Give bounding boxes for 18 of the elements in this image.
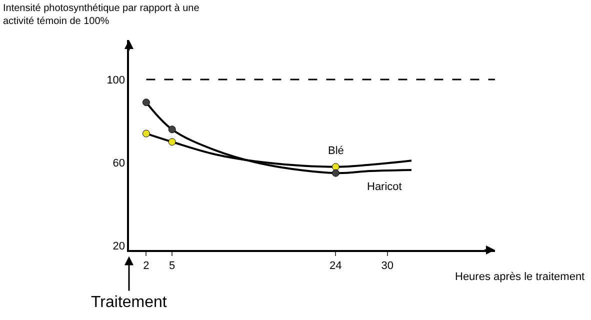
point <box>142 98 150 106</box>
x-tick-label: 30 <box>381 260 394 272</box>
x-tick-label: 24 <box>330 260 342 272</box>
y-tick-label: 60 <box>112 158 126 170</box>
point <box>168 138 176 146</box>
series-label: Haricot <box>367 181 402 193</box>
point <box>168 126 176 134</box>
point <box>332 169 340 177</box>
text: Traitement <box>91 294 168 311</box>
series-label: Blé <box>328 145 344 157</box>
y-tick-label: 100 <box>106 74 126 86</box>
y-tick-label: 20 <box>112 240 126 253</box>
x-tick-label: 2 <box>143 260 150 272</box>
y-axis-title: Intensité photosynthétique par rapport à une activité témoin de 100% <box>3 3 200 27</box>
x-tick-label: 5 <box>168 260 176 272</box>
point <box>142 130 150 138</box>
x-axis-title: Heures après le traitement <box>455 271 585 283</box>
point <box>332 163 340 171</box>
